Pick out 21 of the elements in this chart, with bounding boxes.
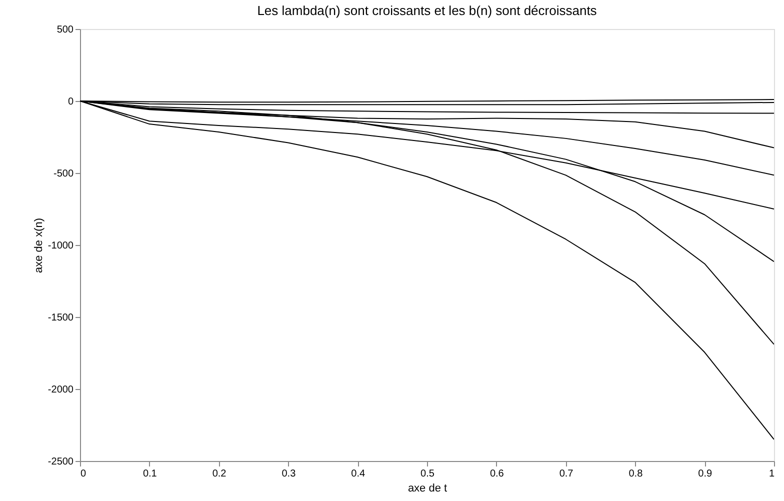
y-tick-label: -1500 xyxy=(48,312,74,324)
x-tick-label: 0.6 xyxy=(490,468,504,480)
x-tick-label: 0.9 xyxy=(698,468,712,480)
y-tick-label: -2000 xyxy=(48,384,74,396)
y-tick-label: -1000 xyxy=(48,240,74,252)
x-tick-label: 0.2 xyxy=(212,468,227,480)
y-axis-title: axe de x(n) xyxy=(32,218,45,274)
x-tick-label: 1 xyxy=(768,468,775,480)
y-tick-label: -2500 xyxy=(48,456,74,468)
y-tick-label: -500 xyxy=(53,168,74,180)
chart-title: Les lambda(n) sont croissants et les b(n) sont décroissants xyxy=(257,3,598,18)
y-tick-label: 0 xyxy=(68,96,74,108)
x-tick-label: 0.1 xyxy=(142,468,158,480)
x-tick-label: 0 xyxy=(80,468,86,480)
x-tick-label: 0.4 xyxy=(351,468,366,480)
x-tick-label: 0.7 xyxy=(559,468,574,480)
y-tick-label: 500 xyxy=(56,24,74,36)
x-tick-label: 0.3 xyxy=(282,468,296,480)
x-tick-label: 0.8 xyxy=(628,468,644,480)
x-tick-label: 0.5 xyxy=(420,468,435,480)
x-axis-title: axe de t xyxy=(408,482,448,494)
